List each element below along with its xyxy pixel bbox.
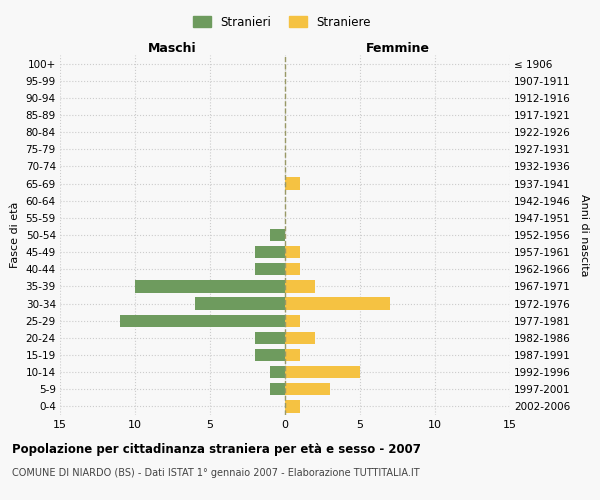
Bar	[285, 366, 360, 378]
Bar	[255, 246, 285, 258]
Bar	[270, 229, 285, 241]
Bar	[285, 246, 300, 258]
Y-axis label: Anni di nascita: Anni di nascita	[579, 194, 589, 276]
Bar	[285, 400, 300, 412]
Text: Popolazione per cittadinanza straniera per età e sesso - 2007: Popolazione per cittadinanza straniera p…	[12, 442, 421, 456]
Bar	[270, 383, 285, 396]
Text: COMUNE DI NIARDO (BS) - Dati ISTAT 1° gennaio 2007 - Elaborazione TUTTITALIA.IT: COMUNE DI NIARDO (BS) - Dati ISTAT 1° ge…	[12, 468, 419, 477]
Y-axis label: Fasce di età: Fasce di età	[10, 202, 20, 268]
Bar	[285, 298, 390, 310]
Legend: Stranieri, Straniere: Stranieri, Straniere	[188, 11, 376, 34]
Bar	[285, 349, 300, 361]
Bar	[285, 280, 315, 292]
Bar	[255, 263, 285, 276]
Bar	[120, 314, 285, 327]
Bar	[255, 332, 285, 344]
Bar	[255, 349, 285, 361]
Bar	[270, 366, 285, 378]
Bar	[285, 178, 300, 190]
Bar	[195, 298, 285, 310]
Bar	[285, 332, 315, 344]
Bar	[285, 383, 330, 396]
Text: Femmine: Femmine	[365, 42, 430, 55]
Bar	[285, 314, 300, 327]
Bar	[135, 280, 285, 292]
Text: Maschi: Maschi	[148, 42, 197, 55]
Bar	[285, 263, 300, 276]
